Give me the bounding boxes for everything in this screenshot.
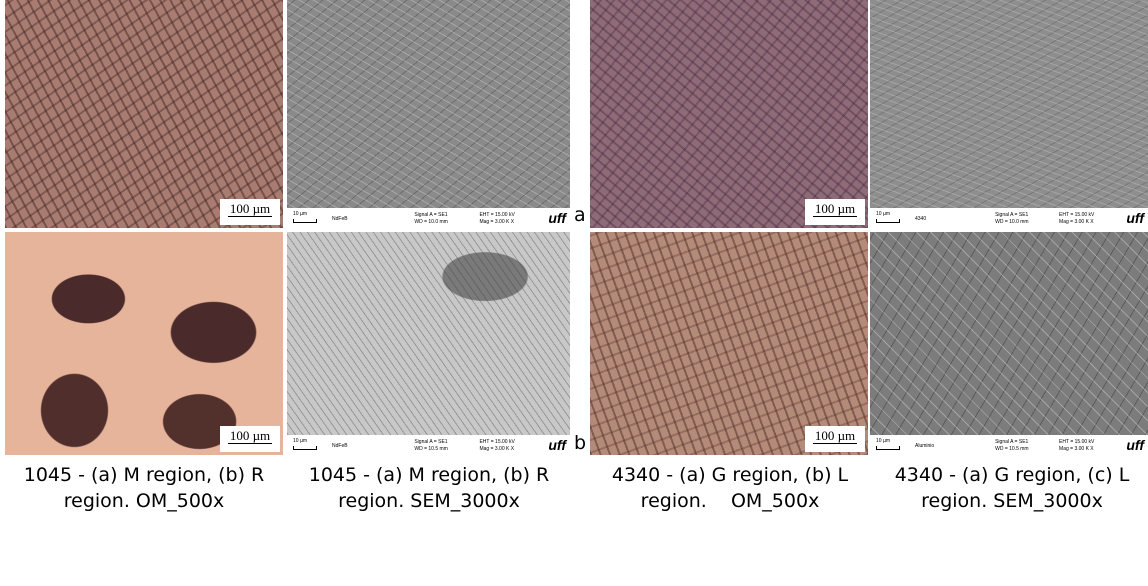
scale-label: 100 µm	[813, 201, 857, 217]
scale-bar: 100 µm	[805, 199, 865, 225]
optical-micrograph: 100 µm	[590, 232, 868, 455]
scale-bar	[293, 446, 317, 450]
sample-label: 4340	[915, 216, 926, 222]
wd-label: WD = 10.0 mm	[995, 219, 1028, 225]
wd-label: WD = 10.5 mm	[995, 446, 1028, 452]
mag-label: Mag = 3.00 K X	[479, 219, 514, 225]
signal-label: Signal A = SE1	[995, 212, 1028, 218]
wd-label: WD = 10.0 mm	[414, 219, 447, 225]
sample-label: NdFeB	[332, 443, 348, 449]
wd-label: WD = 10.5 mm	[414, 446, 447, 452]
mag-label: Mag = 3.00 K X	[479, 446, 514, 452]
caption: 1045 - (a) M region, (b) R region. SEM_3…	[294, 462, 564, 514]
figure: 100 µm 100 µm 100 µm 100 µm 10 µm NdFeB Signal…	[0, 0, 1148, 586]
logo: uff	[548, 210, 566, 226]
scale-label: 100 µm	[228, 428, 272, 444]
scale-bar	[293, 219, 317, 223]
scale-bar: 100 µm	[805, 426, 865, 452]
row-label: b	[574, 432, 586, 454]
scale-bar	[876, 219, 900, 223]
caption: 4340 - (a) G region, (c) L region. SEM_3…	[877, 462, 1147, 514]
signal-label: Signal A = SE1	[995, 439, 1028, 445]
optical-micrograph: 100 µm	[5, 0, 283, 228]
scale-label: 100 µm	[813, 428, 857, 444]
eht-label: EHT = 15.00 kV	[1059, 212, 1094, 218]
scale-label: 10 µm	[876, 211, 890, 217]
caption: 1045 - (a) M region, (b) R region. OM_50…	[9, 462, 279, 514]
mag-label: Mag = 3.00 K X	[1059, 446, 1094, 452]
eht-label: EHT = 15.00 kV	[479, 212, 514, 218]
logo: uff	[548, 437, 566, 453]
row-label: a	[574, 204, 586, 226]
logo: uff	[1126, 210, 1144, 226]
logo: uff	[1126, 437, 1144, 453]
scale-label: 10 µm	[293, 211, 307, 217]
scale-bar	[876, 446, 900, 450]
scale-label: 10 µm	[876, 438, 890, 444]
optical-micrograph: 100 µm	[590, 0, 868, 228]
sample-label: NdFeB	[332, 216, 348, 222]
scale-label: 10 µm	[293, 438, 307, 444]
sample-label: Aluminio	[915, 443, 934, 449]
scale-bar: 100 µm	[220, 426, 280, 452]
scale-bar: 100 µm	[220, 199, 280, 225]
optical-micrograph: 100 µm	[5, 232, 283, 455]
eht-label: EHT = 15.00 kV	[479, 439, 514, 445]
scale-label: 100 µm	[228, 201, 272, 217]
signal-label: Signal A = SE1	[414, 212, 447, 218]
signal-label: Signal A = SE1	[414, 439, 447, 445]
caption: 4340 - (a) G region, (b) L region. OM_50…	[595, 462, 865, 514]
eht-label: EHT = 15.00 kV	[1059, 439, 1094, 445]
mag-label: Mag = 3.00 K X	[1059, 219, 1094, 225]
